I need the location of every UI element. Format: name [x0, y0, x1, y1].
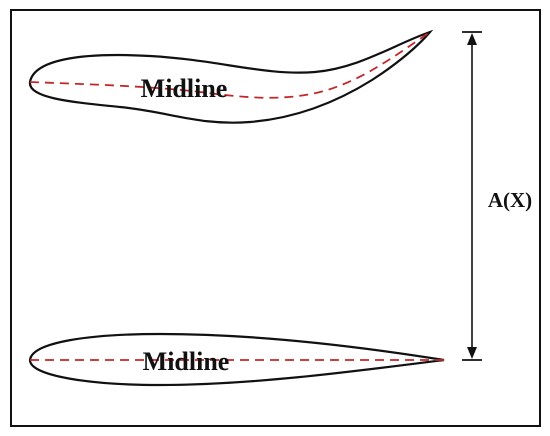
lower-fish-profile: Midline [28, 332, 445, 387]
upper-midline [29, 31, 431, 99]
amplitude-arrowhead-down [467, 347, 477, 359]
amplitude-arrow [462, 31, 482, 361]
diagram-frame [10, 9, 541, 427]
amplitude-label-backing [481, 185, 537, 215]
amplitude-arrowhead-up [467, 33, 477, 45]
amplitude-label: A(X) [488, 188, 532, 212]
upper-midline-label: Midline [141, 74, 228, 103]
upper-fish-profile: Midline [28, 29, 434, 124]
upper-fish-outline [28, 29, 434, 124]
lower-midline-label: Midline [143, 347, 230, 376]
